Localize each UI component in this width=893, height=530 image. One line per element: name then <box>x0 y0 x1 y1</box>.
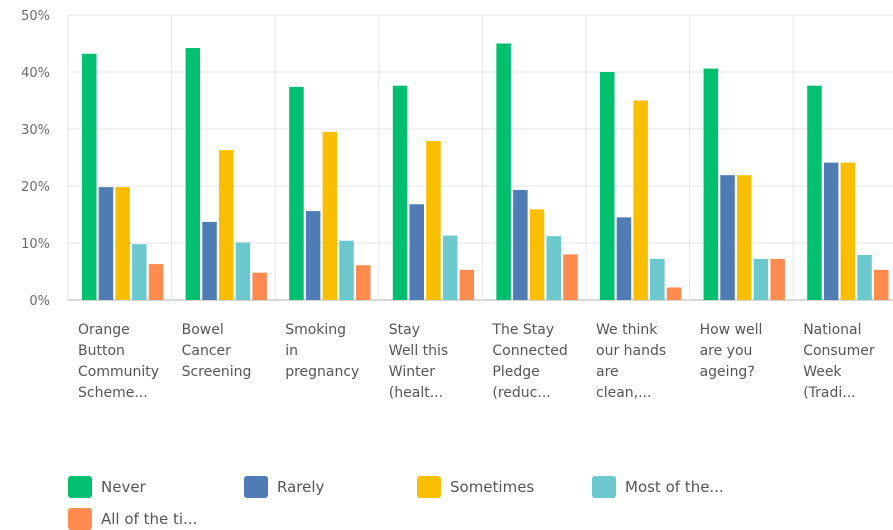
legend-swatch-rarely <box>244 476 268 498</box>
bar-rarely-7[interactable] <box>823 162 839 300</box>
bar-never-4[interactable] <box>496 43 511 301</box>
bar-sometimes-5[interactable] <box>633 100 648 301</box>
legend-label-all-of-the-time: All of the ti... <box>101 510 198 528</box>
bar-never-6[interactable] <box>703 68 719 300</box>
y-tick-label: 50% <box>21 9 50 24</box>
x-tick-label: National Consumer Week (Tradi... <box>803 322 875 401</box>
legend-swatch-all-of-the-time <box>68 508 92 530</box>
bar-rarely-4[interactable] <box>513 189 528 300</box>
bar-never-5[interactable] <box>600 72 615 300</box>
bar-all-of-the-ti-7[interactable] <box>874 269 889 300</box>
bar-rarely-3[interactable] <box>409 204 425 300</box>
bar-all-of-the-ti-1[interactable] <box>252 272 267 300</box>
bar-never-7[interactable] <box>807 85 822 301</box>
legend-item-sometimes[interactable]: Sometimes <box>417 476 534 498</box>
x-tick-label: Bowel Cancer Screening <box>181 322 252 380</box>
x-tick-label: We think our hands are clean,... <box>596 322 667 401</box>
y-tick-label: 20% <box>21 180 50 195</box>
bar-all-of-the-ti-6[interactable] <box>770 258 785 300</box>
bar-sometimes-4[interactable] <box>529 209 545 300</box>
x-tick-label: Stay Well this Winter (healt... <box>388 322 449 401</box>
bar-most-of-the-0[interactable] <box>132 244 147 300</box>
gridlines <box>67 14 893 301</box>
legend-item-never[interactable]: Never <box>68 476 146 498</box>
bars <box>82 43 889 301</box>
y-tick-label: 30% <box>21 123 50 138</box>
y-tick-label: 0% <box>29 294 50 309</box>
legend-label-most-of-the-time: Most of the... <box>625 478 724 496</box>
bar-most-of-the-7[interactable] <box>857 254 872 300</box>
x-tick-label: Smoking in pregnancy <box>285 322 360 380</box>
legend-item-all-of-the-time[interactable]: All of the ti... <box>68 508 197 530</box>
legend-item-rarely[interactable]: Rarely <box>244 476 324 498</box>
x-tick-label: Orange Button Community Scheme... <box>78 322 160 401</box>
bar-most-of-the-5[interactable] <box>650 258 665 300</box>
y-tick-label: 40% <box>21 66 50 81</box>
bar-most-of-the-1[interactable] <box>235 242 251 300</box>
bar-never-0[interactable] <box>82 53 97 301</box>
bar-most-of-the-6[interactable] <box>753 258 769 300</box>
bar-rarely-6[interactable] <box>720 175 735 300</box>
bar-most-of-the-2[interactable] <box>339 240 354 300</box>
x-tick-label: How well are you ageing? <box>699 322 763 380</box>
legend-swatch-sometimes <box>417 476 441 498</box>
bar-sometimes-6[interactable] <box>737 175 752 300</box>
bar-sometimes-2[interactable] <box>322 131 338 300</box>
y-axis: 0% 10% 20% 30% 40% 50% <box>21 9 50 309</box>
bar-all-of-the-ti-3[interactable] <box>459 269 475 300</box>
bar-all-of-the-ti-2[interactable] <box>356 265 371 300</box>
bar-rarely-0[interactable] <box>98 187 114 300</box>
bar-never-1[interactable] <box>185 48 201 301</box>
bar-all-of-the-ti-4[interactable] <box>563 254 578 300</box>
bar-never-2[interactable] <box>289 86 304 300</box>
bar-rarely-2[interactable] <box>305 211 321 300</box>
legend-label-sometimes: Sometimes <box>450 478 535 496</box>
y-tick-label: 10% <box>21 237 50 252</box>
x-tick-label: The Stay Connected Pledge (reduc... <box>492 322 568 401</box>
bar-sometimes-7[interactable] <box>840 162 856 300</box>
bar-sometimes-3[interactable] <box>426 140 441 300</box>
legend-item-most-of-the-time[interactable]: Most of the... <box>592 476 724 498</box>
legend-label-never: Never <box>101 478 146 496</box>
bar-sometimes-1[interactable] <box>219 150 234 300</box>
bar-never-3[interactable] <box>392 85 408 301</box>
legend-swatch-most-of-the-time <box>592 476 616 498</box>
bar-all-of-the-ti-5[interactable] <box>666 287 682 300</box>
bar-rarely-5[interactable] <box>616 217 632 300</box>
bar-most-of-the-4[interactable] <box>546 236 562 300</box>
legend-label-rarely: Rarely <box>277 478 325 496</box>
legend-swatch-never <box>68 476 92 498</box>
bar-all-of-the-ti-0[interactable] <box>148 264 164 300</box>
bar-rarely-1[interactable] <box>202 221 217 300</box>
bar-most-of-the-3[interactable] <box>442 235 458 300</box>
bar-sometimes-0[interactable] <box>115 187 130 300</box>
